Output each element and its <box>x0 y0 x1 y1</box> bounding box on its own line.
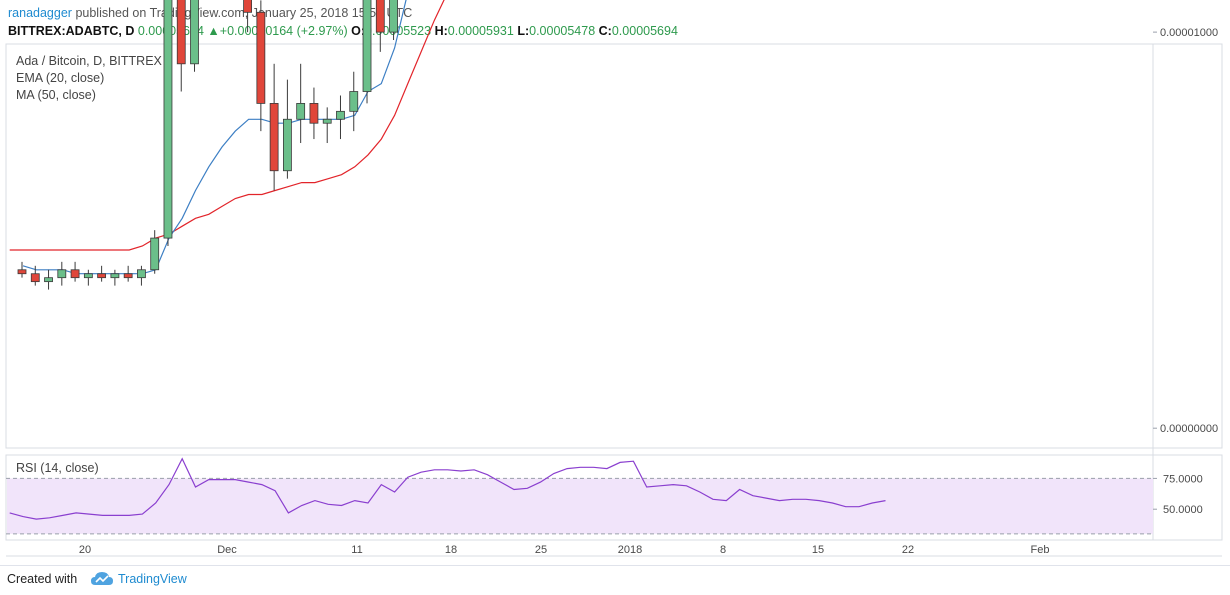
rsi-tick-label: 50.0000 <box>1163 504 1203 516</box>
candle <box>83 269 93 286</box>
candle-body <box>150 237 160 271</box>
candle-body <box>83 273 93 279</box>
price-tick-label: 0.00000000 <box>1160 423 1218 435</box>
symbol-label: BITTREX:ADABTC, D <box>8 24 135 38</box>
high-label: H: <box>434 24 448 38</box>
time-axis-label: 2018 <box>618 544 642 556</box>
candle <box>150 230 160 274</box>
change-value: +0.00000164 (+2.97%) <box>219 24 348 38</box>
low-value: 0.00005478 <box>529 24 596 38</box>
ma50-line <box>9 0 445 251</box>
candle <box>243 0 252 33</box>
time-axis-label: Feb <box>1031 544 1050 556</box>
time-axis-label: 20 <box>79 544 91 556</box>
time-axis-label: 22 <box>902 544 914 556</box>
candle-body <box>269 103 279 172</box>
candle <box>322 107 332 144</box>
candle <box>336 95 345 140</box>
candle <box>30 265 40 286</box>
rsi-tick-label: 75.0000 <box>1163 473 1203 485</box>
close-value: 0.00005694 <box>611 24 678 38</box>
candle <box>123 265 133 282</box>
candle-body <box>70 269 80 279</box>
candle <box>349 71 359 132</box>
candle-body <box>309 103 319 124</box>
time-axis-label: 8 <box>720 544 726 556</box>
candle <box>389 0 398 41</box>
candle-body <box>322 118 332 124</box>
candle-body <box>375 0 385 33</box>
candle-body <box>243 0 252 13</box>
candle <box>17 261 27 278</box>
candle <box>190 0 199 72</box>
price-tick-label: 0.00001000 <box>1160 27 1218 39</box>
low-label: L: <box>517 24 530 38</box>
candle-body <box>296 103 306 120</box>
publish-info: published on TradingView.com, January 25… <box>75 6 413 20</box>
time-axis-label: Dec <box>217 544 237 556</box>
candle <box>375 0 385 52</box>
legend-title: Ada / Bitcoin, D, BITTREX <box>16 54 162 68</box>
candle <box>296 63 306 144</box>
candle-body <box>123 273 133 279</box>
candle <box>110 269 120 286</box>
candle-body <box>137 269 146 279</box>
candle-body <box>362 0 372 92</box>
time-axis-label: 18 <box>445 544 457 556</box>
candle-body <box>176 0 186 65</box>
legend-ema: EMA (20, close) <box>16 71 105 85</box>
candle <box>70 261 80 282</box>
rsi-pane-frame <box>5 454 1223 541</box>
close-label: C: <box>598 24 612 38</box>
tradingview-cloud-icon <box>91 572 113 585</box>
candle <box>97 265 107 282</box>
candle-body <box>110 273 120 279</box>
time-axis-label: 11 <box>351 544 362 556</box>
publish-line: ranadagger published on TradingView.com,… <box>8 6 412 20</box>
rsi-legend: RSI (14, close) <box>16 461 99 475</box>
candle-body <box>44 277 53 283</box>
candle-body <box>30 273 40 283</box>
price-chart[interactable]: 0.000090000.000080000.000070000.00006000… <box>0 0 1230 565</box>
candle-body <box>256 11 266 104</box>
created-with-label: Created with <box>7 572 78 586</box>
candle <box>57 261 67 286</box>
time-axis-label: 25 <box>535 544 547 556</box>
ema20-line <box>22 0 407 275</box>
candle-body <box>349 91 359 112</box>
candle-body <box>336 110 345 120</box>
open-label: O: <box>351 24 366 38</box>
candle <box>137 265 146 286</box>
candle <box>256 0 266 132</box>
candle-body <box>97 273 107 279</box>
candle <box>269 63 279 191</box>
candle-body <box>389 0 398 33</box>
candle <box>163 0 173 246</box>
time-axis-label: 15 <box>812 544 824 556</box>
legend-ma: MA (50, close) <box>16 88 96 102</box>
candle <box>282 79 292 179</box>
candle-body <box>17 269 27 275</box>
candle-body <box>190 0 199 65</box>
price-pane-frame <box>5 43 1223 449</box>
author-link[interactable]: ranadagger <box>8 6 72 20</box>
rsi-line <box>9 457 886 520</box>
candle-body <box>282 118 292 172</box>
candle-body <box>163 0 173 239</box>
change-arrow-icon: ▲ <box>207 24 220 38</box>
footer: Created with TradingView <box>0 565 1230 595</box>
candle <box>44 269 53 290</box>
high-value: 0.00005931 <box>447 24 514 38</box>
candle <box>362 0 372 104</box>
rsi-band <box>7 478 1153 534</box>
candle-body <box>57 269 67 279</box>
candle <box>309 87 319 140</box>
tradingview-link[interactable]: TradingView <box>118 572 187 586</box>
candle <box>176 0 186 92</box>
